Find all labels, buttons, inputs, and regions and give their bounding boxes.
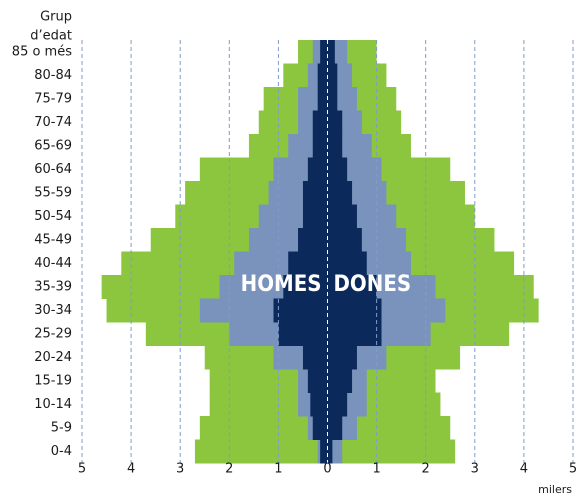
y-tick-label: 60-64 [34,162,72,177]
bar [317,87,328,111]
bar [312,134,328,158]
y-tick-label: 0-4 [51,444,72,459]
y-tick-label: 35-39 [34,279,72,294]
x-tick-label: 2 [422,462,430,477]
bar [288,251,328,276]
bar [312,110,328,135]
bar [320,439,328,464]
bar [302,345,328,370]
x-tick-label: 5 [569,462,577,477]
x-tick-label: 4 [520,462,528,477]
bar [194,439,328,464]
x-tick-label: 3 [176,462,184,477]
bar [310,392,328,417]
bar [327,369,353,393]
bar [327,322,382,346]
y-tick-label: 55-59 [34,185,72,200]
bar [327,392,348,417]
x-tick-label: 4 [127,462,135,477]
x-tick-label: 0 [323,462,331,477]
bar [307,157,328,182]
bar [327,275,377,299]
bar [327,298,382,323]
bar [327,157,348,182]
y-tick-label: 5-9 [51,420,72,435]
x-tick-label: 3 [471,462,479,477]
bar [283,275,328,299]
bar [320,40,328,64]
bar [327,251,367,276]
bar [327,181,353,205]
bar [327,439,456,464]
y-tick-label: 70-74 [34,115,72,130]
x-axis-label: milers [538,483,572,496]
y-tick-label: 50-54 [34,209,72,224]
x-tick-label: 2 [225,462,233,477]
annotation: DONES [334,272,412,297]
bar [273,298,328,323]
y-tick-label: 15-19 [34,373,72,388]
annotation: HOMES [241,272,322,297]
x-tick-label: 5 [78,462,86,477]
y-tick-label: 20-24 [34,350,72,365]
bar [278,322,328,346]
y-tick-label: 10-14 [34,397,72,412]
bar [327,134,343,158]
bar [312,416,328,440]
bar [327,63,338,88]
y-tick-label: 80-84 [34,68,72,83]
bar [327,228,362,252]
x-tick-label: 1 [274,462,282,477]
bar [327,40,335,64]
y-tick-label: 75-79 [34,91,72,106]
bar [327,439,333,464]
bar [327,345,357,370]
bar [317,63,328,88]
y-tick-label: 65-69 [34,138,72,153]
bar [307,369,328,393]
bar [327,416,343,440]
y-tick-label: 30-34 [34,303,72,318]
bar [327,110,343,135]
bar [302,181,328,205]
y-tick-label: 45-49 [34,232,72,247]
bar [327,204,357,229]
y-axis-label: d’edat [30,29,72,44]
bar [327,87,338,111]
bar [199,416,328,440]
x-tick-label: 1 [372,462,380,477]
y-tick-label: 25-29 [34,326,72,341]
y-tick-label: 40-44 [34,256,72,271]
y-axis-label: Grup [40,10,72,25]
y-tick-label: 85 o més [12,44,72,59]
bar [302,204,328,229]
bar [298,228,328,252]
